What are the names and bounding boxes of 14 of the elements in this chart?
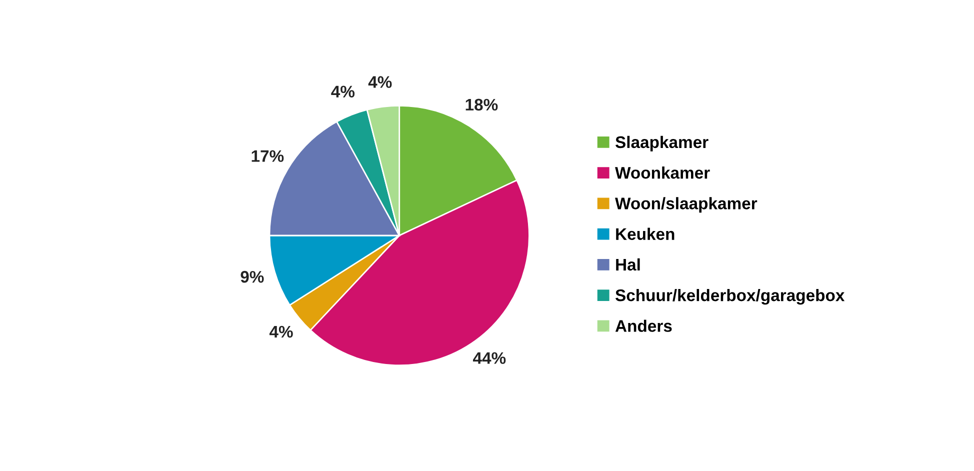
data-label: 4% — [331, 86, 355, 98]
legend-label: Anders — [615, 320, 672, 332]
legend-label: Hal — [616, 258, 640, 271]
data-label: 18% — [466, 98, 498, 111]
legend-label: Slaapkamer — [615, 136, 708, 152]
legend-label: Woon/slaapkamer — [615, 197, 758, 213]
data-label: 4% — [269, 326, 293, 338]
data-label: 9% — [240, 270, 264, 283]
legend-label: Schuur/kelderbox/garagebox — [615, 288, 845, 305]
legend-label: Woonkamer — [615, 166, 710, 179]
data-label: 44% — [472, 352, 506, 364]
legend-label: Keuken — [616, 228, 674, 240]
data-label: 17% — [252, 150, 284, 162]
data-label: 4% — [368, 76, 392, 88]
